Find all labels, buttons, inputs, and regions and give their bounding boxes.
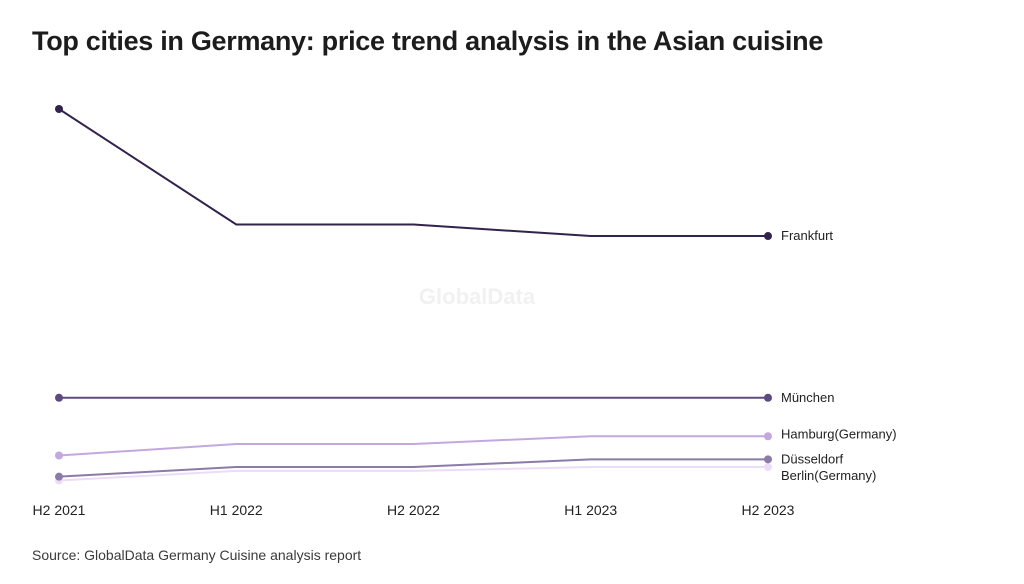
data-point-m-nchen — [55, 393, 63, 402]
series-label-m-nchen: München — [781, 390, 834, 405]
data-point-frankfurt — [55, 105, 63, 113]
source-note: Source: GlobalData Germany Cuisine analy… — [32, 547, 362, 563]
series-label-berlin-germany: Berlin(Germany) — [781, 468, 876, 483]
watermark: GlobalData — [419, 284, 536, 309]
data-point-d-sseldorf — [764, 455, 772, 464]
x-tick-label: H2 2021 — [33, 502, 86, 518]
series-line-frankfurt — [58, 108, 768, 238]
data-point-hamburg-germany — [55, 451, 63, 460]
x-tick-label: H2 2022 — [387, 502, 440, 518]
x-tick-label: H1 2022 — [210, 502, 263, 518]
data-point-m-nchen — [764, 393, 772, 402]
series-label-hamburg-germany: Hamburg(Germany) — [781, 426, 897, 441]
series-line-hamburg-germany — [58, 435, 768, 457]
data-point-hamburg-germany — [764, 432, 772, 441]
series-label-frankfurt: Frankfurt — [781, 228, 833, 243]
data-point-berlin-germany — [764, 463, 772, 472]
series-line-berlin-germany — [58, 466, 768, 482]
x-tick-label: H2 2023 — [742, 502, 795, 518]
series-line-d-sseldorf — [58, 458, 768, 478]
data-point-d-sseldorf — [55, 472, 63, 481]
x-tick-label: H1 2023 — [564, 502, 617, 518]
data-point-frankfurt — [764, 232, 772, 241]
series-label-d-sseldorf: Düsseldorf — [781, 451, 844, 466]
chart-title: Top cities in Germany: price trend analy… — [32, 26, 824, 56]
